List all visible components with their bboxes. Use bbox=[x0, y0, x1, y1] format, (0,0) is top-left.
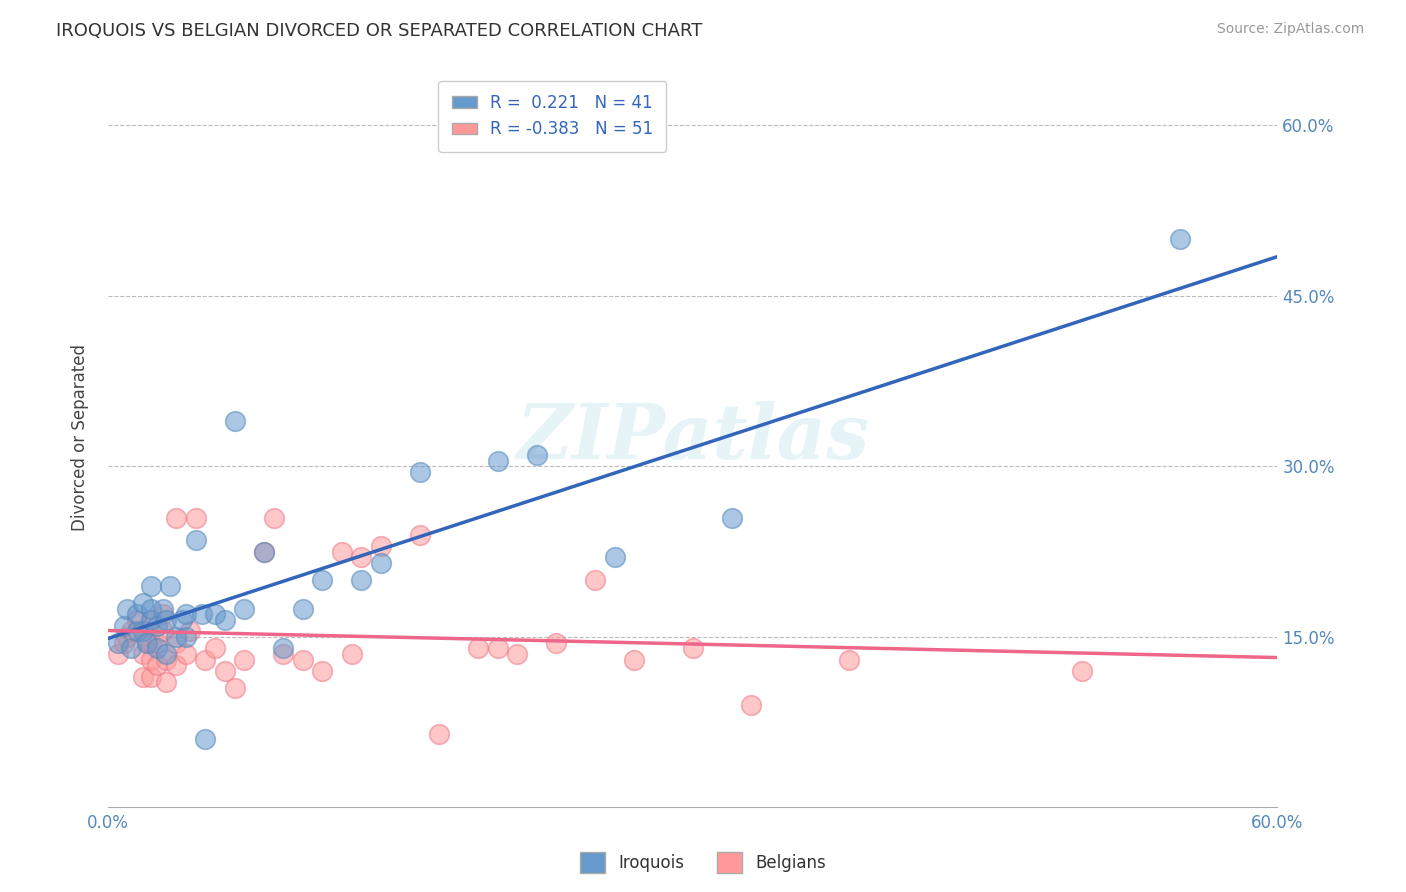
Point bbox=[350, 550, 373, 565]
Point bbox=[740, 698, 762, 713]
Point bbox=[330, 544, 353, 558]
Point bbox=[136, 635, 159, 649]
Point bbox=[145, 658, 167, 673]
Point bbox=[838, 653, 860, 667]
Point bbox=[136, 635, 159, 649]
Y-axis label: Divorced or Separated: Divorced or Separated bbox=[72, 344, 89, 532]
Point bbox=[233, 653, 256, 667]
Point bbox=[1071, 664, 1094, 678]
Point bbox=[263, 510, 285, 524]
Point bbox=[132, 670, 155, 684]
Point bbox=[139, 613, 162, 627]
Point bbox=[152, 624, 174, 639]
Point bbox=[165, 510, 187, 524]
Point bbox=[253, 544, 276, 558]
Point bbox=[107, 647, 129, 661]
Point bbox=[370, 539, 392, 553]
Point bbox=[107, 635, 129, 649]
Point bbox=[117, 601, 139, 615]
Point bbox=[486, 641, 509, 656]
Point bbox=[526, 448, 548, 462]
Point bbox=[155, 675, 177, 690]
Point bbox=[120, 641, 142, 656]
Point bbox=[603, 550, 626, 565]
Point bbox=[224, 414, 246, 428]
Text: Source: ZipAtlas.com: Source: ZipAtlas.com bbox=[1216, 22, 1364, 37]
Point bbox=[720, 510, 742, 524]
Point bbox=[194, 653, 217, 667]
Point bbox=[233, 601, 256, 615]
Point bbox=[311, 573, 333, 587]
Point bbox=[184, 533, 207, 548]
Point bbox=[120, 624, 142, 639]
Point bbox=[506, 647, 529, 661]
Legend: R =  0.221   N = 41, R = -0.383   N = 51: R = 0.221 N = 41, R = -0.383 N = 51 bbox=[439, 80, 666, 152]
Point bbox=[179, 624, 201, 639]
Point bbox=[152, 607, 174, 622]
Point bbox=[139, 670, 162, 684]
Point bbox=[145, 641, 167, 656]
Point bbox=[370, 556, 392, 570]
Point bbox=[340, 647, 363, 661]
Point bbox=[174, 630, 197, 644]
Point bbox=[132, 624, 155, 639]
Point bbox=[409, 465, 432, 479]
Point bbox=[127, 624, 149, 639]
Point bbox=[204, 607, 226, 622]
Point bbox=[214, 613, 236, 627]
Point bbox=[174, 647, 197, 661]
Point bbox=[350, 573, 373, 587]
Point bbox=[136, 624, 159, 639]
Point bbox=[165, 635, 187, 649]
Point bbox=[190, 607, 212, 622]
Point bbox=[112, 618, 135, 632]
Point bbox=[546, 635, 568, 649]
Point bbox=[486, 454, 509, 468]
Point bbox=[145, 618, 167, 632]
Point bbox=[682, 641, 704, 656]
Point bbox=[112, 635, 135, 649]
Point bbox=[583, 573, 606, 587]
Point bbox=[117, 630, 139, 644]
Point bbox=[145, 635, 167, 649]
Point bbox=[273, 647, 295, 661]
Point bbox=[139, 601, 162, 615]
Point bbox=[132, 647, 155, 661]
Text: ZIPatlas: ZIPatlas bbox=[516, 401, 869, 475]
Point bbox=[194, 732, 217, 747]
Point bbox=[184, 510, 207, 524]
Point bbox=[152, 601, 174, 615]
Point bbox=[139, 635, 162, 649]
Point bbox=[291, 601, 314, 615]
Point bbox=[165, 630, 187, 644]
Point bbox=[155, 653, 177, 667]
Text: IROQUOIS VS BELGIAN DIVORCED OR SEPARATED CORRELATION CHART: IROQUOIS VS BELGIAN DIVORCED OR SEPARATE… bbox=[56, 22, 703, 40]
Point bbox=[139, 579, 162, 593]
Point bbox=[170, 613, 193, 627]
Point bbox=[139, 613, 162, 627]
Point bbox=[427, 726, 450, 740]
Point bbox=[127, 607, 149, 622]
Point bbox=[409, 527, 432, 541]
Point bbox=[132, 596, 155, 610]
Point bbox=[273, 641, 295, 656]
Point bbox=[623, 653, 645, 667]
Point bbox=[155, 613, 177, 627]
Point bbox=[159, 579, 181, 593]
Point bbox=[1168, 232, 1191, 246]
Point bbox=[174, 607, 197, 622]
Point bbox=[214, 664, 236, 678]
Point bbox=[253, 544, 276, 558]
Point bbox=[127, 613, 149, 627]
Point bbox=[311, 664, 333, 678]
Point bbox=[139, 653, 162, 667]
Point bbox=[204, 641, 226, 656]
Point bbox=[467, 641, 489, 656]
Point bbox=[291, 653, 314, 667]
Point bbox=[155, 647, 177, 661]
Legend: Iroquois, Belgians: Iroquois, Belgians bbox=[574, 846, 832, 880]
Point bbox=[224, 681, 246, 695]
Point bbox=[165, 658, 187, 673]
